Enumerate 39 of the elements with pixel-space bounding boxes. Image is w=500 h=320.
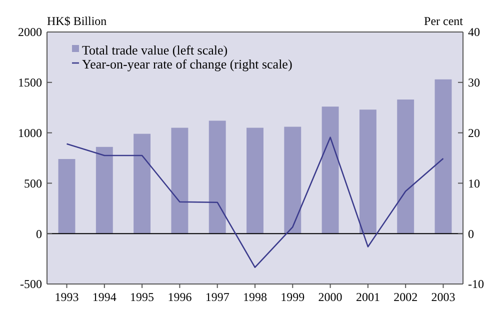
line-series — [66, 136, 444, 268]
bar — [246, 128, 264, 234]
bar — [96, 146, 113, 234]
bar — [58, 159, 76, 234]
bar — [208, 120, 226, 234]
bar — [322, 106, 339, 234]
bar — [397, 100, 414, 234]
legend-label: Total trade value (left scale) — [82, 42, 228, 58]
y-tick-label: 500 — [24, 176, 42, 190]
y2-axis-title: Per cent — [424, 14, 464, 28]
y-tick-label: 0 — [36, 226, 42, 241]
y2-tick-label: -10 — [468, 277, 484, 292]
x-tick-label: 1997 — [205, 290, 230, 304]
bar — [434, 79, 452, 234]
x-tick-label: 2000 — [318, 290, 342, 304]
bar — [134, 134, 151, 234]
bar — [359, 110, 376, 234]
y-axis-title: HK$ Billion — [47, 14, 107, 28]
x-tick-label: 1996 — [168, 290, 192, 304]
y-tick-label: 1000 — [18, 126, 42, 140]
bar — [171, 128, 188, 234]
x-tick-label: 1995 — [130, 290, 154, 304]
x-tick-label: 1993 — [54, 290, 79, 304]
y2-tick-label: 40 — [468, 25, 480, 40]
y-tick-label: -500 — [20, 277, 42, 292]
x-tick-label: 2003 — [431, 290, 456, 304]
y2-tick-label: 20 — [468, 126, 480, 140]
y-tick-label: 1500 — [18, 76, 42, 90]
x-tick-label: 2002 — [394, 290, 418, 304]
y2-tick-label: 0 — [468, 226, 474, 241]
bar — [284, 126, 302, 234]
y-tick-label: 2000 — [18, 25, 42, 40]
x-tick-label: 2001 — [356, 290, 380, 304]
x-tick-label: 1998 — [243, 290, 267, 304]
y2-tick-label: 30 — [468, 76, 480, 90]
y2-tick-label: 10 — [468, 176, 480, 190]
x-tick-label: 1999 — [280, 290, 305, 304]
x-tick-label: 1994 — [92, 290, 116, 304]
legend-label: Year-on-year rate of change (right scale) — [82, 56, 292, 72]
